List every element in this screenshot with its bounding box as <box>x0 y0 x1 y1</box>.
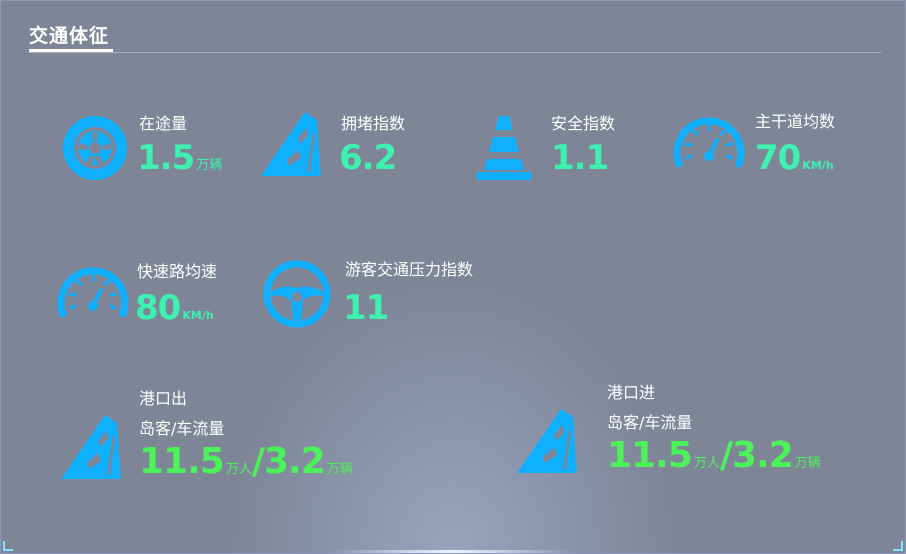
port-out-value: 11.5 万人/3.2 万辆 <box>139 441 353 482</box>
bottom-glow <box>331 550 571 553</box>
metric-expressway-speed: 快速路均速 80 KM/h <box>57 256 277 341</box>
title-underline <box>29 49 113 52</box>
metric-value: 6.2 <box>339 138 397 178</box>
port-in-subtitle: 岛客/车流量 <box>607 413 693 432</box>
road-icon <box>261 112 321 176</box>
metric-port-in: 港口进 岛客/车流量 11.5 万人/3.2 万辆 <box>515 373 835 493</box>
panel-title: 交通体征 <box>29 25 110 47</box>
port-in-title: 港口进 <box>607 383 656 402</box>
metric-label: 主干道均数 <box>755 112 836 131</box>
metric-label: 在途量 <box>139 114 188 133</box>
speedometer-icon <box>57 267 129 318</box>
port-out-title: 港口出 <box>139 389 188 408</box>
metric-label: 快速路均速 <box>137 262 218 281</box>
metric-tourist-pressure: 游客交通压力指数 11 <box>263 256 523 341</box>
corner-decoration <box>3 541 13 551</box>
metric-value: 1.1 <box>551 138 609 178</box>
metric-value: 80 KM/h <box>135 288 214 328</box>
metric-value: 1.5 万辆 <box>137 138 223 178</box>
port-out-subtitle: 岛客/车流量 <box>139 419 225 438</box>
metric-value: 70 KM/h <box>755 138 834 178</box>
metric-congestion: 拥堵指数 6.2 <box>259 106 449 191</box>
traffic-cone-icon <box>477 116 531 180</box>
metric-safety: 安全指数 1.1 <box>475 106 665 191</box>
steering-wheel-icon <box>263 260 331 328</box>
speedometer-icon <box>673 117 745 168</box>
metric-main-road-speed: 主干道均数 70 KM/h <box>673 106 893 191</box>
wheel-icon <box>63 116 127 180</box>
title-divider <box>29 52 881 53</box>
road-icon <box>517 409 577 473</box>
port-in-value: 11.5 万人/3.2 万辆 <box>607 435 821 476</box>
metric-label: 拥堵指数 <box>341 114 406 133</box>
metric-port-out: 港口出 岛客/车流量 11.5 万人/3.2 万辆 <box>59 379 379 499</box>
corner-decoration <box>893 541 903 551</box>
road-icon <box>61 415 121 479</box>
metric-label: 游客交通压力指数 <box>345 260 474 279</box>
metric-value: 11 <box>343 288 389 328</box>
metric-label: 安全指数 <box>551 114 616 133</box>
metric-in-transit: 在途量 1.5 万辆 <box>59 106 249 191</box>
